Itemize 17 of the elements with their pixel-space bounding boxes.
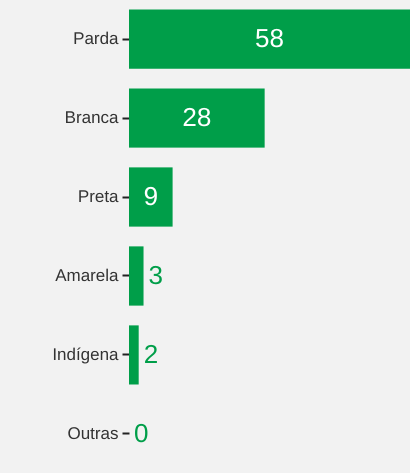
y-tick-label: Amarela bbox=[55, 266, 120, 285]
y-tick-label: Indígena bbox=[52, 344, 120, 364]
data-label: 58 bbox=[255, 23, 284, 54]
data-label: 0 bbox=[134, 418, 148, 448]
bar bbox=[129, 88, 265, 148]
bar bbox=[129, 246, 144, 306]
data-label: 2 bbox=[144, 338, 158, 369]
data-label: 28 bbox=[182, 102, 212, 132]
data-label: 9 bbox=[144, 181, 158, 212]
y-tick-label: Parda bbox=[73, 29, 120, 48]
bar bbox=[129, 167, 173, 227]
y-tick-label: Preta bbox=[78, 187, 120, 206]
bar bbox=[129, 325, 139, 385]
data-label: 3 bbox=[148, 260, 164, 290]
bar bbox=[129, 9, 410, 69]
y-tick-label: Branca bbox=[64, 108, 120, 128]
y-tick-label: Outras bbox=[67, 424, 118, 443]
